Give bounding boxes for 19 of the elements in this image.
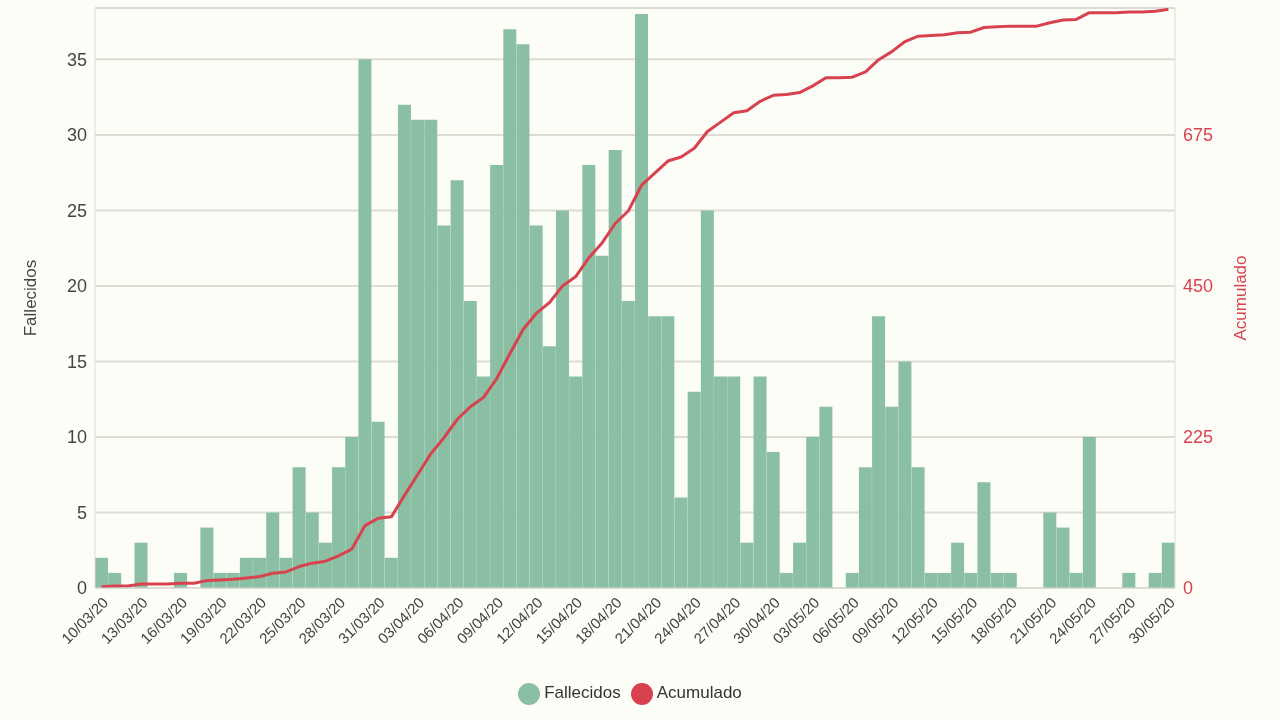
- y2-tick-label: 225: [1183, 427, 1214, 448]
- y2-tick-label: 0: [1183, 578, 1194, 599]
- y-tick-label: 30: [66, 125, 87, 146]
- y-tick-label: 5: [76, 502, 87, 523]
- y-tick-label: 15: [66, 351, 87, 372]
- y-axis-title: Fallecidos: [21, 259, 41, 337]
- y2-tick-label: 450: [1183, 276, 1214, 297]
- bar: [134, 542, 148, 588]
- y2-tick-label: 675: [1183, 125, 1214, 146]
- y2-axis-title: Acumulado: [1231, 255, 1251, 341]
- y-tick-label: 0: [76, 578, 87, 599]
- line-series: [100, 8, 1170, 588]
- y-tick-label: 35: [66, 49, 87, 70]
- y-tick-label: 25: [66, 200, 87, 221]
- y-tick-label: 10: [66, 427, 87, 448]
- legend-label: Acumulado: [656, 683, 742, 703]
- bar: [1122, 572, 1136, 588]
- legend-label: Fallecidos: [544, 683, 621, 703]
- y-tick-label: 20: [66, 276, 87, 297]
